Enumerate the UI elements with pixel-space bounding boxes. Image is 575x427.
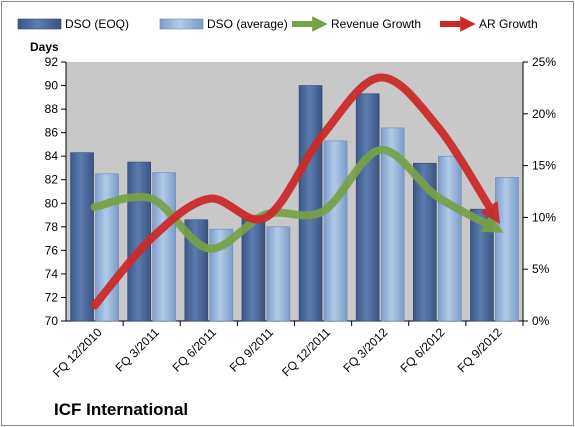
legend-swatch-dso-eoq — [17, 18, 62, 30]
legend-label: AR Growth — [479, 17, 538, 31]
x-axis-tick-label: FQ 9/2011 — [227, 325, 277, 375]
left-axis-tick-label: 70 — [45, 314, 59, 328]
left-axis-tick-label: 78 — [45, 220, 59, 234]
left-axis-tick-label: 86 — [45, 126, 59, 140]
right-axis-tick-label: 10% — [532, 210, 556, 224]
x-axis-tick-label: FQ 12/2011 — [279, 325, 333, 379]
bar-dso-average — [495, 177, 519, 322]
left-axis-tick-label: 74 — [45, 267, 59, 281]
right-axis-tick-label: 20% — [532, 107, 556, 121]
right-axis-tick-label: 5% — [532, 262, 550, 276]
left-axis-tick-label: 92 — [45, 55, 59, 69]
bar-dso-eoq — [413, 162, 437, 322]
bar-dso-average — [380, 127, 405, 322]
bar-dso-average — [152, 172, 176, 322]
right-axis-tick-label: 0% — [532, 314, 550, 328]
x-axis-tick-label: FQ 6/2011 — [170, 325, 220, 375]
left-axis-tick-label: 84 — [45, 149, 59, 163]
right-axis-tick-label: 25% — [532, 55, 556, 69]
bar-dso-average — [323, 140, 348, 322]
legend-label: Revenue Growth — [331, 17, 421, 31]
left-axis-tick-label: 88 — [45, 102, 59, 116]
right-axis-tick-label: 15% — [532, 159, 556, 173]
legend-swatch-dso-average — [159, 18, 204, 30]
line-revenue-growth — [90, 146, 504, 253]
legend-label: DSO (average) — [207, 17, 288, 31]
bar-dso-eoq — [70, 152, 94, 322]
x-axis-tick-label: FQ 6/2012 — [397, 325, 447, 375]
left-axis-tick-label: 90 — [45, 79, 59, 93]
brand-label: ICF International — [54, 400, 188, 419]
x-axis-tick-label: FQ 9/2012 — [455, 325, 505, 375]
line-ar-growth — [90, 73, 501, 310]
left-axis-tick-label: 76 — [45, 243, 59, 257]
x-axis-tick-label: FQ 12/2010 — [50, 325, 105, 380]
legend: DSO (EOQ) DSO (average) Revenue Growth AR G… — [17, 16, 538, 32]
x-axis-tick-label: FQ 3/2011 — [112, 325, 162, 375]
bar-dso-eoq — [355, 93, 380, 322]
left-axis-tick-label: 82 — [45, 173, 59, 187]
x-axis-tick-label: FQ 3/2012 — [340, 325, 390, 375]
left-axis-tick-label: 80 — [45, 196, 59, 210]
left-axis-tick-label: 72 — [45, 290, 59, 304]
legend-label: DSO (EOQ) — [65, 17, 129, 31]
bar-dso-average — [266, 226, 291, 322]
bar-dso-average — [438, 155, 462, 322]
bar-dso-eoq — [298, 85, 323, 322]
y-axis-title: Days — [30, 40, 59, 54]
